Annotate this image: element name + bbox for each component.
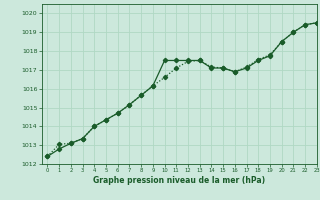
- X-axis label: Graphe pression niveau de la mer (hPa): Graphe pression niveau de la mer (hPa): [93, 176, 265, 185]
